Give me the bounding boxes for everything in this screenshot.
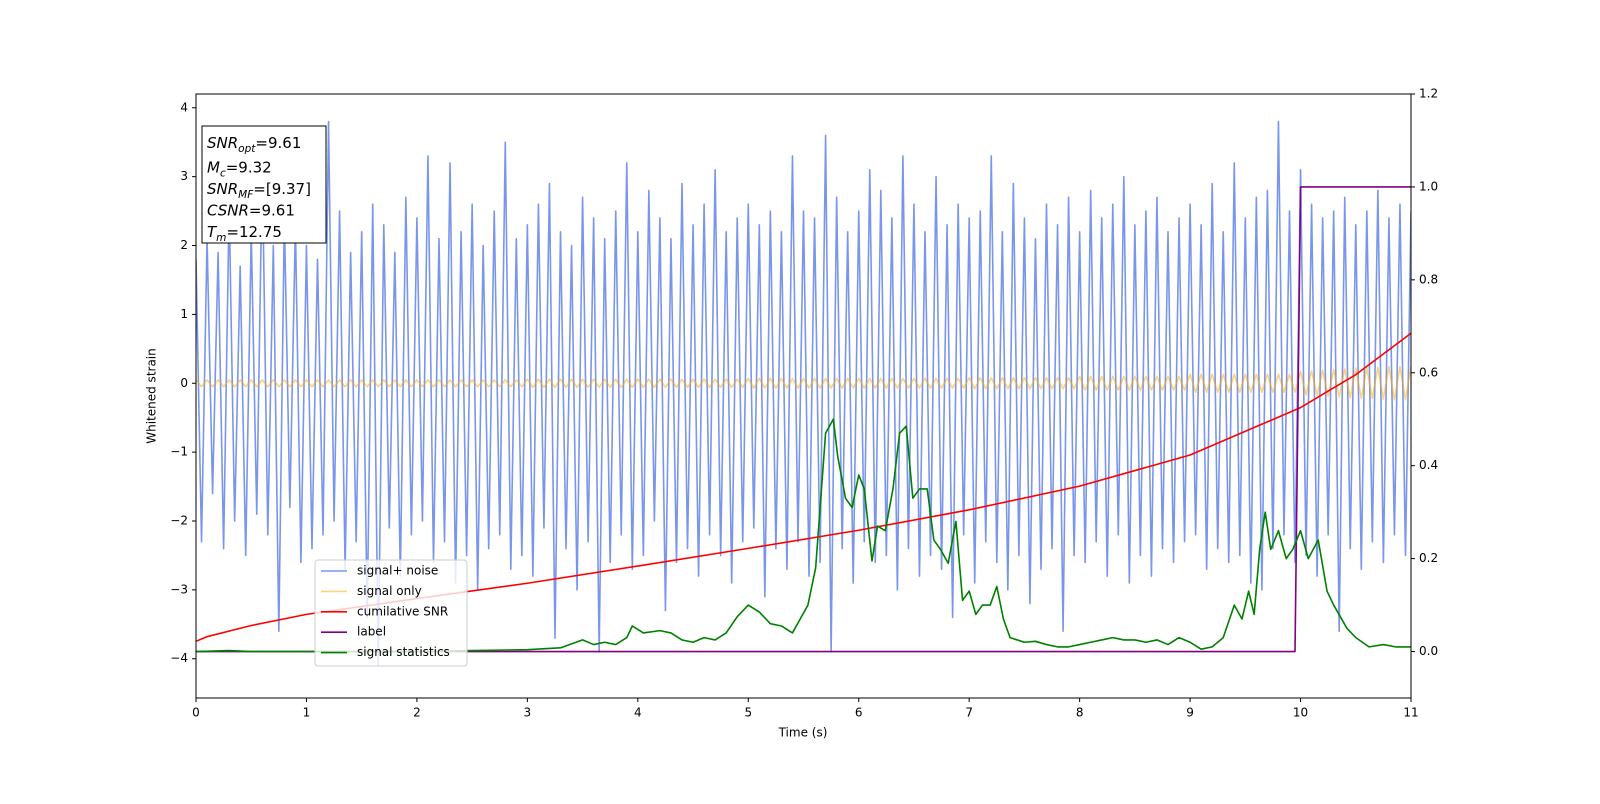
x-axis-label: Time (s) xyxy=(778,726,828,740)
legend-label: cumilative SNR xyxy=(357,604,448,618)
x-tick-label: 3 xyxy=(524,706,532,720)
legend-label: label xyxy=(357,625,386,639)
x-tick-label: 7 xyxy=(965,706,973,720)
legend-label: signal+ noise xyxy=(357,564,438,578)
annotation-subscript: m xyxy=(216,232,226,244)
y-tick-label: 4 xyxy=(180,100,188,114)
annotation-text: =12.75 xyxy=(226,223,282,241)
ticks: 0 1 2 3 4 5 6 7 8 9 10 11 −4 −3 −2 −1 0 1 2 3 4 0.0 0.2 0.4 0.6 0… xyxy=(170,87,1438,720)
legend-frame xyxy=(314,559,468,667)
annotation-line: SNRMF=[9.37] xyxy=(207,180,311,201)
y2-tick-label: 0.6 xyxy=(1419,365,1438,379)
annotation-line: Tm=12.75 xyxy=(207,223,282,244)
y-tick-label: 2 xyxy=(180,238,188,252)
series-line xyxy=(196,186,1411,653)
annotation-symbol: T xyxy=(207,223,218,241)
y-tick-label: 0 xyxy=(180,376,188,390)
y-tick-label: −3 xyxy=(170,582,188,596)
x-tick-label: 0 xyxy=(192,706,200,720)
annotation-subscript: opt xyxy=(238,143,256,155)
annotation-symbol: SNR xyxy=(207,134,238,152)
y-tick-label: −4 xyxy=(170,651,188,665)
x-tick-label: 4 xyxy=(634,706,642,720)
y2-tick-label: 1.2 xyxy=(1419,87,1438,101)
axes-frame xyxy=(195,93,1412,699)
series-line xyxy=(196,120,1411,667)
y2-tick-label: 0.8 xyxy=(1419,272,1438,286)
x-tick-label: 6 xyxy=(855,706,863,720)
annotation-line: CSNR=9.61 xyxy=(207,202,295,220)
y2-tick-label: 0.4 xyxy=(1419,458,1438,472)
y-tick-label: 1 xyxy=(180,307,188,321)
annotation-subscript: MF xyxy=(238,189,254,201)
y-tick-label: −1 xyxy=(170,445,188,459)
y2-tick-label: 0.2 xyxy=(1419,551,1438,565)
x-tick-label: 8 xyxy=(1076,706,1084,720)
series-line xyxy=(196,418,1411,653)
series-line xyxy=(196,332,1411,643)
plot-area xyxy=(196,120,1411,667)
legend-label: signal statistics xyxy=(357,645,450,659)
annotation-symbol: CSNR xyxy=(207,202,249,220)
y-axis-label: Whitened strain xyxy=(145,348,159,444)
annotation-symbol: SNR xyxy=(207,180,238,198)
series-line xyxy=(196,365,1411,401)
annotation-subscript: c xyxy=(220,168,226,180)
y-tick-label: −2 xyxy=(170,514,188,528)
x-tick-label: 10 xyxy=(1293,706,1308,720)
x-tick-label: 5 xyxy=(744,706,752,720)
y-tick-label: 3 xyxy=(180,169,188,183)
x-tick-label: 11 xyxy=(1403,706,1418,720)
y2-tick-label: 1.0 xyxy=(1419,179,1438,193)
x-tick-label: 1 xyxy=(303,706,311,720)
y2-tick-label: 0.0 xyxy=(1419,644,1438,658)
legend: signal+ noise signal only cumilative SNR la… xyxy=(314,559,468,667)
annotation-frame xyxy=(201,125,327,244)
x-tick-label: 2 xyxy=(413,706,421,720)
annotation-text: =9.61 xyxy=(249,202,295,220)
x-tick-label: 9 xyxy=(1186,706,1194,720)
annotation-text: =9.61 xyxy=(255,134,301,152)
annotation-symbol: M xyxy=(207,159,220,177)
annotation-box: SNRopt=9.61Mc=9.32SNRMF=[9.37]CSNR=9.61T… xyxy=(201,125,327,244)
annotation-line: SNRopt=9.61 xyxy=(207,134,301,155)
annotation-text: =9.32 xyxy=(226,159,272,177)
legend-label: signal only xyxy=(357,584,422,598)
annotation-text: =[9.37] xyxy=(253,180,311,198)
annotation-line: Mc=9.32 xyxy=(207,159,272,180)
